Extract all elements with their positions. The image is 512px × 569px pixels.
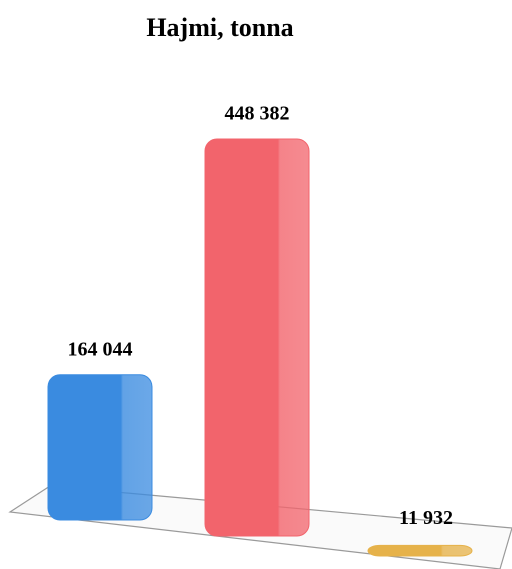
bar (204, 138, 310, 537)
chart-title: Hajmi, tonna (146, 13, 293, 42)
value-label: 164 044 (68, 338, 133, 360)
bar (367, 544, 473, 557)
bar (47, 374, 153, 521)
value-label: 11 932 (399, 507, 453, 529)
value-label: 448 382 (225, 103, 290, 125)
